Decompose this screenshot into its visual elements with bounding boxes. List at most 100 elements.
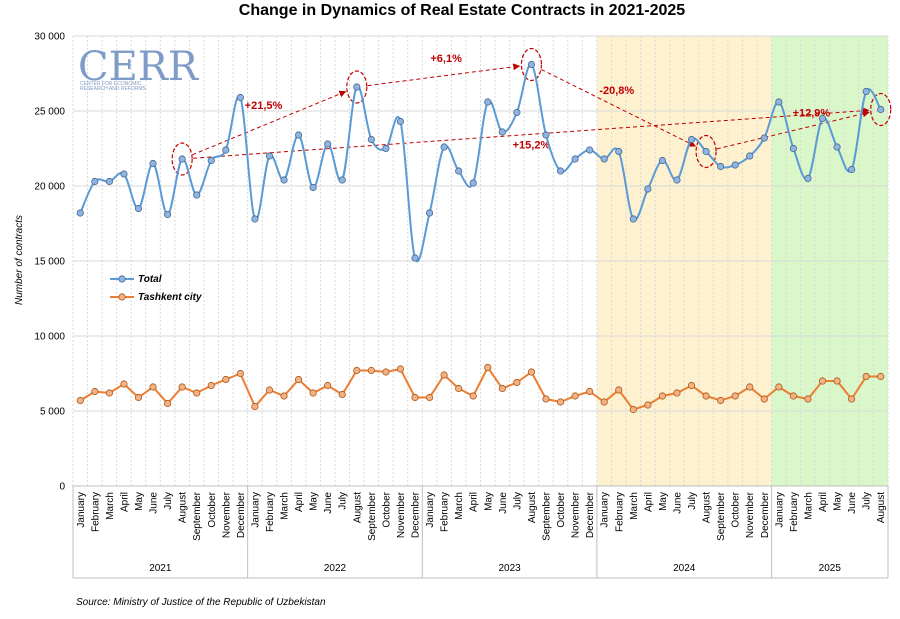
x-tick-label: August — [352, 492, 363, 523]
data-point-tashkent-city — [687, 381, 696, 390]
x-tick-label: May — [483, 492, 494, 511]
data-point-tashkent-city — [338, 390, 346, 399]
data-point-total — [338, 176, 346, 184]
data-point-total — [193, 191, 201, 199]
data-point-tashkent-city — [105, 389, 113, 397]
data-point-total — [91, 177, 99, 186]
x-tick-label: September — [541, 491, 552, 541]
data-point-tashkent-city — [280, 392, 288, 400]
data-point-tashkent-city — [120, 380, 128, 388]
y-tick-label: 5 000 — [40, 407, 65, 418]
x-tick-label: June — [847, 492, 858, 514]
data-point-total — [629, 215, 637, 223]
x-tick-label: November — [745, 491, 756, 538]
data-point-tashkent-city — [513, 378, 521, 387]
data-point-tashkent-city — [193, 389, 201, 397]
data-point-total — [367, 135, 375, 144]
data-point-total — [586, 146, 594, 154]
x-tick-label: August — [178, 492, 189, 523]
data-point-total — [542, 131, 550, 139]
axes: 0 5 000 10 000 15 000 20 000 25 000 30 000 Janu… — [34, 32, 889, 579]
x-tick-label: April — [469, 492, 480, 512]
annotation-label: +21,5% — [245, 100, 283, 112]
data-point-tashkent-city — [149, 383, 157, 391]
x-tick-label: February — [440, 492, 451, 532]
x-tick-label: March — [803, 492, 814, 520]
data-point-total — [163, 210, 172, 219]
data-point-tashkent-city — [658, 392, 667, 400]
data-point-total — [498, 128, 506, 136]
x-tick-label: August — [527, 492, 538, 523]
x-tick-label: June — [498, 492, 509, 514]
cerr-logo: CERR CENTER FOR ECONOMIC RESEARCH AND RE… — [78, 44, 200, 92]
data-point-total — [644, 185, 652, 193]
data-point-tashkent-city — [746, 383, 754, 391]
data-point-total — [324, 140, 332, 148]
data-point-tashkent-city — [527, 368, 536, 376]
x-tick-label: April — [119, 492, 130, 512]
data-point-tashkent-city — [76, 396, 84, 405]
y-axis-label: Number of contracts — [14, 215, 25, 305]
data-point-total — [877, 105, 885, 114]
data-point-tashkent-city — [134, 393, 143, 402]
x-tick-label: June — [672, 492, 683, 514]
x-tick-label: November — [396, 491, 407, 538]
data-point-tashkent-city — [396, 365, 405, 373]
x-tick-label: April — [294, 492, 305, 512]
annotation-arrow — [367, 63, 521, 87]
data-point-tashkent-city — [91, 387, 99, 396]
data-point-tashkent-city — [178, 383, 186, 391]
logo-subtitle-line2: RESEARCH AND REFORMS — [80, 86, 147, 92]
annotation-circle — [695, 134, 717, 169]
data-point-total — [222, 146, 230, 154]
x-tick-label: April — [643, 492, 654, 512]
data-point-total — [789, 144, 798, 153]
data-point-tashkent-city — [629, 405, 637, 414]
data-point-tashkent-city — [848, 395, 856, 403]
data-point-tashkent-city — [862, 372, 870, 381]
x-tick-label: December — [585, 491, 596, 538]
x-tick-label: May — [658, 492, 669, 511]
legend-total-label: Total — [138, 274, 162, 285]
data-point-tashkent-city — [586, 387, 594, 396]
data-point-total — [207, 156, 215, 165]
annotation-circle — [171, 142, 193, 176]
x-tick-label: January — [774, 492, 785, 528]
data-point-tashkent-city — [804, 395, 812, 403]
annotation-circle — [346, 70, 368, 104]
data-point-total — [120, 170, 128, 178]
data-point-tashkent-city — [818, 377, 827, 385]
data-point-tashkent-city — [789, 392, 798, 400]
data-point-tashkent-city — [469, 392, 477, 400]
x-tick-label: January — [425, 492, 436, 528]
data-point-total — [265, 152, 274, 160]
data-point-total — [746, 152, 754, 160]
year-label: 2023 — [498, 563, 521, 574]
data-point-total — [658, 156, 667, 165]
data-point-tashkent-city — [440, 371, 448, 379]
logo-subtitle-line1: CENTER FOR ECONOMIC — [80, 81, 142, 87]
x-tick-label: January — [76, 492, 87, 528]
x-tick-label: September — [367, 491, 378, 541]
x-tick-label: April — [818, 492, 829, 512]
data-point-total — [236, 93, 244, 102]
x-tick-label: August — [702, 492, 713, 523]
data-point-tashkent-city — [877, 372, 885, 381]
y-tick-label: 25 000 — [34, 107, 65, 118]
data-point-total — [469, 179, 477, 187]
data-point-tashkent-city — [411, 393, 419, 402]
series-tashkent-city — [76, 363, 885, 414]
y-tick-label: 30 000 — [34, 32, 65, 43]
annotation-circle — [520, 47, 543, 82]
data-point-tashkent-city — [600, 398, 608, 406]
annotation-circle — [870, 92, 892, 127]
legend-tashkent-label: Tashkent city — [138, 292, 202, 303]
annotation-label: -20,8% — [599, 85, 634, 97]
data-point-tashkent-city — [163, 399, 172, 408]
y-tick-label: 0 — [59, 482, 65, 493]
x-tick-label: August — [876, 492, 887, 523]
series — [76, 60, 885, 414]
x-tick-label: February — [90, 492, 101, 532]
data-point-total — [484, 98, 492, 106]
x-tick-label: March — [454, 492, 465, 520]
